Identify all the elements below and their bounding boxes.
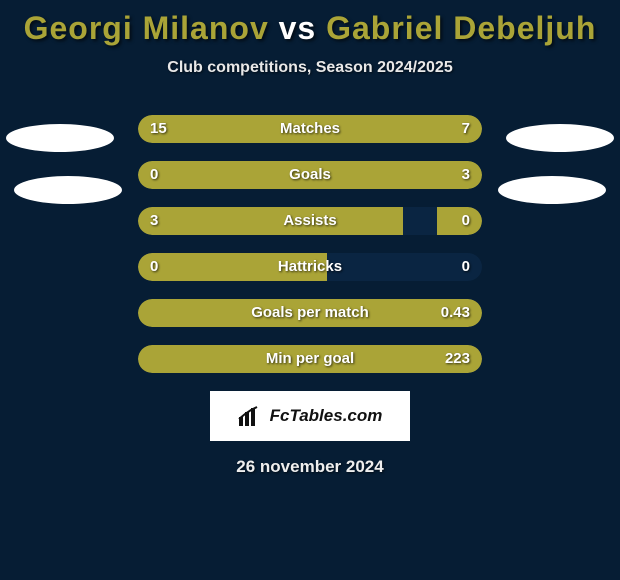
title-player1: Georgi Milanov xyxy=(24,10,269,46)
bars-icon xyxy=(238,405,264,427)
stat-row: 223Min per goal xyxy=(138,345,482,373)
avatar-ellipse-left xyxy=(14,176,122,204)
stat-label: Goals xyxy=(138,161,482,189)
stat-row: 00Hattricks xyxy=(138,253,482,281)
stat-row: 03Goals xyxy=(138,161,482,189)
title-vs: vs xyxy=(279,10,317,46)
subtitle: Club competitions, Season 2024/2025 xyxy=(0,59,620,77)
page-title: Georgi Milanov vs Gabriel Debeljuh xyxy=(0,0,620,47)
avatar-ellipse-right xyxy=(498,176,606,204)
logo-box: FcTables.com xyxy=(210,391,410,441)
date-text: 26 november 2024 xyxy=(0,457,620,477)
stat-row: 30Assists xyxy=(138,207,482,235)
logo-text: FcTables.com xyxy=(270,406,383,426)
avatar-ellipse-right xyxy=(506,124,614,152)
stats-container: 157Matches 03Goals 30Assists 00Hattricks 0.4… xyxy=(138,115,482,373)
stat-label: Goals per match xyxy=(138,299,482,327)
stat-label: Matches xyxy=(138,115,482,143)
stat-row: 0.43Goals per match xyxy=(138,299,482,327)
stat-label: Hattricks xyxy=(138,253,482,281)
stat-label: Min per goal xyxy=(138,345,482,373)
avatar-ellipse-left xyxy=(6,124,114,152)
stat-label: Assists xyxy=(138,207,482,235)
title-player2: Gabriel Debeljuh xyxy=(326,10,596,46)
stat-row: 157Matches xyxy=(138,115,482,143)
